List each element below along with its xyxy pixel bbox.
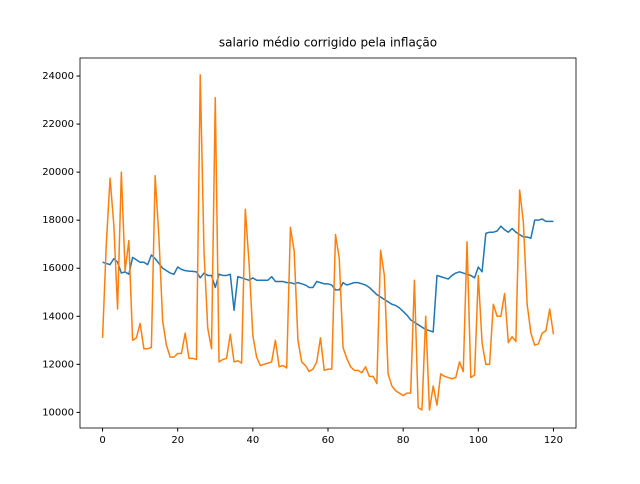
y-tick-label: 24000 <box>42 71 74 82</box>
y-tick-label: 10000 <box>42 407 74 418</box>
y-tick-label: 14000 <box>42 311 74 322</box>
x-tick-label: 120 <box>544 435 563 446</box>
x-tick-label: 20 <box>171 435 184 446</box>
y-tick-label: 16000 <box>42 263 74 274</box>
chart-title: salario médio corrigido pela inflação <box>219 36 437 50</box>
x-tick-label: 60 <box>322 435 335 446</box>
x-tick-label: 40 <box>246 435 259 446</box>
x-tick-label: 80 <box>397 435 410 446</box>
axes-frame <box>79 57 577 429</box>
x-tick-label: 0 <box>99 435 105 446</box>
y-tick-label: 18000 <box>42 215 74 226</box>
line <box>101 74 555 411</box>
line <box>102 218 554 333</box>
x-tick-label: 100 <box>469 435 488 446</box>
y-tick-label: 20000 <box>42 167 74 178</box>
y-tick-label: 12000 <box>42 359 74 370</box>
y-tick-label: 22000 <box>42 119 74 130</box>
